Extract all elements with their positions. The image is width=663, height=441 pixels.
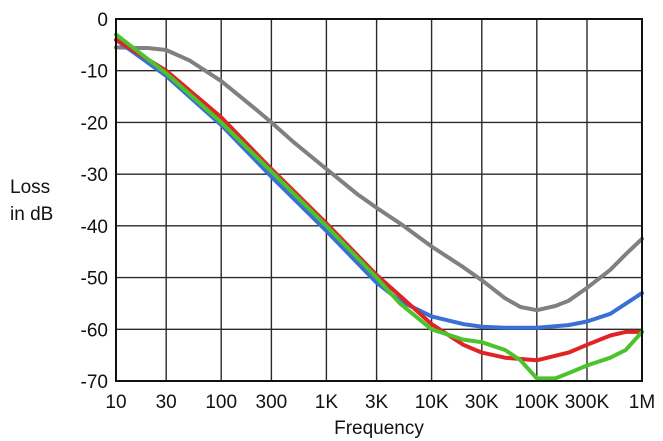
x-tick-label: 100K — [515, 392, 560, 413]
x-tick-label: 100 — [205, 392, 237, 413]
y-tick-label: -10 — [81, 62, 108, 83]
x-tick-label: 1K — [315, 392, 339, 413]
series-line-1 — [116, 47, 642, 310]
y-axis-title-line2: in dB — [10, 204, 53, 225]
x-tick-label: 30 — [156, 392, 177, 413]
x-tick-label: 10K — [415, 392, 449, 413]
x-tick-label: 10 — [105, 392, 126, 413]
y-tick-label: -40 — [81, 217, 108, 238]
series-line-3 — [116, 40, 642, 361]
x-tick-label: 1M — [629, 392, 655, 413]
y-tick-label: -20 — [81, 113, 108, 134]
x-axis-title: Frequency — [334, 418, 424, 439]
y-tick-label: -50 — [81, 269, 108, 290]
y-tick-label: 0 — [97, 10, 108, 31]
x-tick-label: 3K — [365, 392, 389, 413]
x-tick-label: 300K — [565, 392, 610, 413]
x-tick-label: 30K — [465, 392, 499, 413]
series-group — [116, 35, 642, 379]
x-tick-label: 300 — [256, 392, 288, 413]
y-tick-label: -70 — [81, 372, 108, 393]
y-axis-title-line1: Loss — [10, 177, 50, 198]
y-tick-labels: 0 -10 -20 -30 -40 -50 -60 -70 — [81, 10, 108, 393]
y-tick-label: -30 — [81, 165, 108, 186]
y-tick-label: -60 — [81, 320, 108, 341]
x-tick-labels: 10 30 100 300 1K 3K 10K 30K 100K 300K 1M — [105, 392, 655, 413]
series-line-2 — [116, 40, 642, 328]
